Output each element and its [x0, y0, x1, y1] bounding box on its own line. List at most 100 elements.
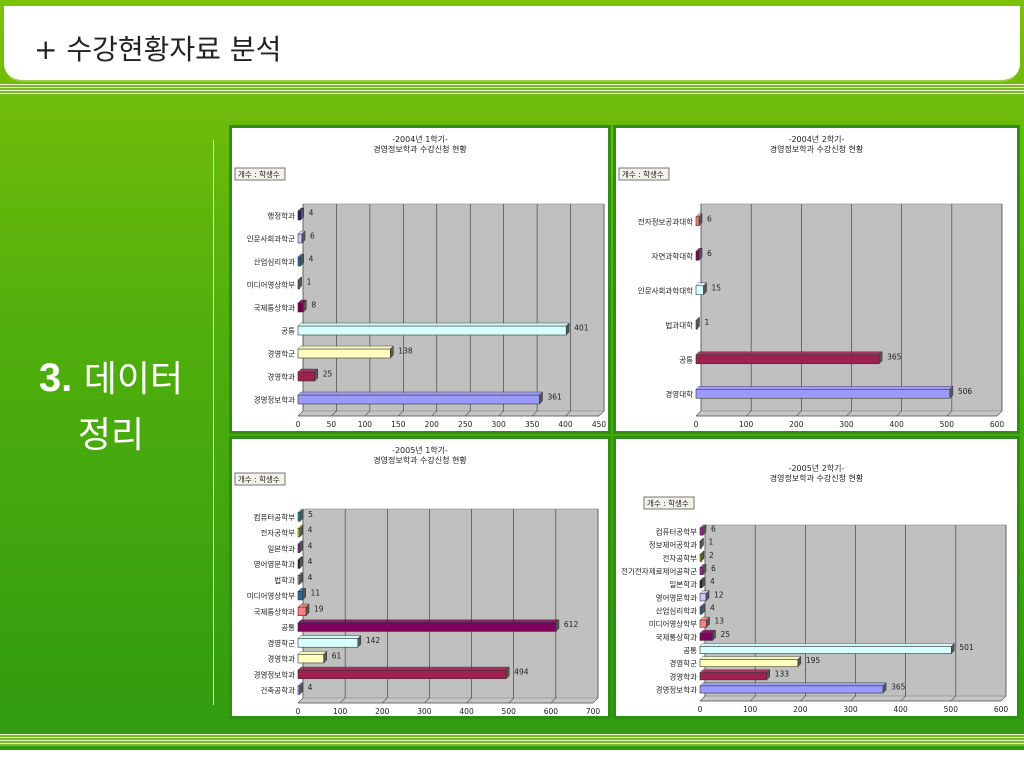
bar-top	[297, 368, 319, 373]
divider-line	[213, 140, 214, 705]
chart-title: -2004년 2학기-	[789, 134, 845, 144]
bar-front	[297, 669, 507, 680]
value-label: 4	[308, 573, 313, 582]
category-label: 건축공학과	[261, 685, 296, 695]
bar	[297, 368, 319, 382]
chart-subtitle: 경영정보학과 수강신청 현황	[373, 455, 467, 465]
bar-end	[701, 576, 706, 589]
bar-front	[297, 543, 300, 554]
side-text-1: 데이터	[83, 359, 184, 400]
category-label: 정보제어공학과	[649, 540, 697, 550]
chart-title: -2005년 2학기-	[789, 463, 845, 473]
category-label: 공통	[281, 623, 295, 632]
field-label-box	[643, 496, 695, 510]
bar-end	[882, 682, 887, 694]
x-tick-label: 0	[698, 705, 703, 714]
bar-front	[297, 638, 359, 648]
slide-title: + 수강현황자료 분석	[34, 33, 282, 66]
gridline-floor	[364, 410, 371, 417]
chart-panel-2004-2: -2004년 2학기- 경영정보학과 수강신청 현황 개수 : 학생수 0 100 200…	[613, 125, 1020, 434]
value-label: 365	[891, 682, 906, 691]
bar-end	[299, 508, 304, 522]
gridline-floor	[695, 410, 702, 417]
value-label: 195	[806, 656, 821, 665]
gridline-floor	[465, 410, 471, 417]
category-label: 행정학과	[267, 211, 295, 221]
bar	[699, 524, 707, 536]
field-label-box	[618, 167, 670, 181]
x-tick-label: 100	[739, 420, 754, 429]
value-label: 13	[715, 617, 725, 626]
bar	[699, 642, 955, 655]
bar-front	[695, 285, 704, 296]
value-label: 1	[705, 318, 710, 327]
bar-top	[695, 351, 883, 355]
bar-end	[712, 629, 716, 642]
gridline-floor	[699, 695, 706, 702]
value-label: 4	[308, 557, 313, 566]
chart-panel-2005-1: -2005년 1학기- 경영정보학과 수강신청 현황 개수 : 학생수 0 100 200…	[229, 436, 611, 719]
bar-end	[705, 590, 710, 602]
chart-panel-2004-1: -2004년 1학기- 경영정보학과 수강신청 현황 개수 : 학생수 0 50 100 1…	[229, 125, 611, 434]
x-tick-label: 0	[296, 420, 301, 429]
bar-end	[565, 322, 570, 336]
value-label: 2	[709, 551, 714, 560]
bar-end	[703, 282, 707, 296]
gridline-floor	[508, 697, 514, 704]
bar	[699, 550, 705, 563]
bar-front	[297, 622, 557, 632]
bar	[297, 571, 304, 585]
x-tick-label: 250	[458, 420, 473, 429]
header-stripes	[0, 84, 1024, 96]
bar-end	[539, 391, 543, 405]
category-label: 국제통상학과	[254, 606, 295, 616]
category-label: 미디어영상학부	[247, 280, 295, 290]
bar-top	[297, 635, 362, 639]
bar-front	[297, 394, 540, 405]
bar-front	[699, 646, 952, 654]
x-tick-label: 400	[558, 420, 573, 429]
bar-end	[299, 556, 303, 570]
bar-front	[699, 527, 704, 536]
bar-front	[699, 619, 707, 628]
value-label: 4	[308, 541, 313, 550]
bar-end	[555, 619, 560, 633]
gridline-floor	[398, 410, 404, 417]
x-tick-label: 700	[586, 707, 601, 716]
bar-front	[699, 606, 703, 615]
bar	[297, 207, 305, 221]
gridline-floor	[950, 695, 957, 702]
bar	[297, 508, 304, 522]
bar-end	[702, 563, 707, 576]
value-label: 142	[366, 636, 381, 645]
x-tick-label: 300	[839, 420, 854, 429]
gridline-floor	[900, 695, 906, 702]
gridline-floor	[796, 410, 802, 417]
side-text-2: 정리	[77, 415, 145, 456]
category-label: 경영학군	[267, 638, 295, 648]
bar	[699, 655, 802, 668]
bar-end	[299, 524, 303, 538]
bar-end	[702, 524, 707, 536]
x-tick-label: 300	[492, 420, 507, 429]
bar-front	[297, 256, 301, 267]
bar	[297, 634, 362, 648]
category-label: 산업심리학과	[656, 606, 697, 616]
field-label: 개수 : 학생수	[647, 498, 689, 508]
value-label: 19	[314, 604, 324, 613]
x-tick-label: 450	[592, 420, 607, 429]
bar-end	[299, 682, 303, 696]
bar-end	[357, 634, 362, 648]
gridline-floor	[1000, 695, 1007, 702]
bar-end	[878, 351, 883, 365]
bar-end	[299, 571, 303, 585]
gridline-floor	[431, 410, 437, 417]
bar-front	[297, 512, 301, 522]
x-tick-label: 600	[990, 420, 1005, 429]
category-label: 인문사회과학대학	[638, 285, 693, 295]
bar-end	[299, 540, 303, 554]
bar-end	[698, 213, 703, 227]
category-label: 경영학과	[267, 372, 295, 382]
